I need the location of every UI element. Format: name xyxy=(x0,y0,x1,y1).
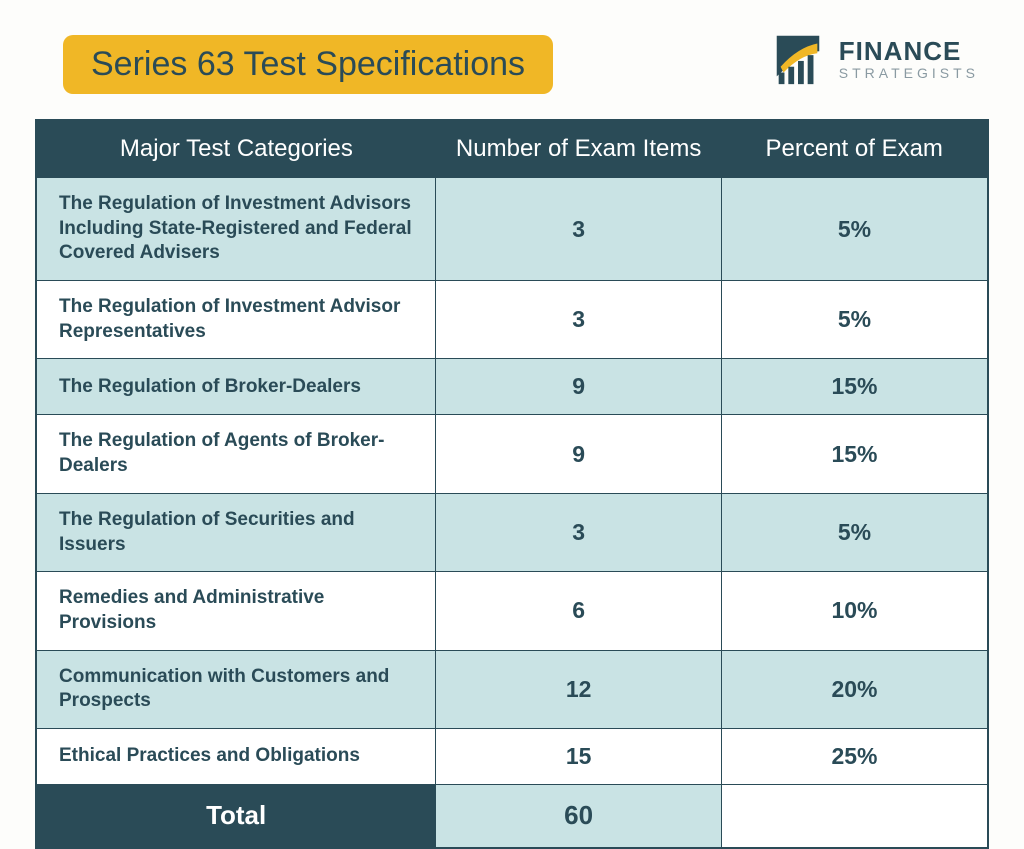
table-row: The Regulation of Agents of Broker-Deale… xyxy=(36,415,988,493)
total-label: Total xyxy=(36,784,436,847)
table-total-row: Total 60 xyxy=(36,784,988,847)
cell-category: Communication with Customers and Prospec… xyxy=(36,650,436,728)
cell-percent: 15% xyxy=(721,415,988,493)
cell-percent: 5% xyxy=(721,178,988,281)
cell-items: 9 xyxy=(436,415,722,493)
cell-items: 15 xyxy=(436,728,722,784)
cell-category: The Regulation of Investment Advisors In… xyxy=(36,178,436,281)
logo-icon xyxy=(769,30,827,88)
total-items: 60 xyxy=(436,784,722,847)
logo-line2: STRATEGISTS xyxy=(839,66,979,80)
cell-percent: 5% xyxy=(721,493,988,571)
cell-category: The Regulation of Securities and Issuers xyxy=(36,493,436,571)
col-category: Major Test Categories xyxy=(36,120,436,178)
cell-items: 3 xyxy=(436,493,722,571)
header: Series 63 Test Specifications FINANCE ST… xyxy=(35,30,989,94)
cell-percent: 20% xyxy=(721,650,988,728)
cell-percent: 5% xyxy=(721,281,988,359)
col-percent: Percent of Exam xyxy=(721,120,988,178)
table-row: The Regulation of Securities and Issuers… xyxy=(36,493,988,571)
cell-category: Remedies and Administrative Provisions xyxy=(36,572,436,650)
page-title: Series 63 Test Specifications xyxy=(63,35,553,94)
table-row: The Regulation of Broker-Dealers 9 15% xyxy=(36,359,988,415)
spec-table: Major Test Categories Number of Exam Ite… xyxy=(35,119,989,849)
table-row: Ethical Practices and Obligations 15 25% xyxy=(36,728,988,784)
cell-category: The Regulation of Broker-Dealers xyxy=(36,359,436,415)
cell-percent: 15% xyxy=(721,359,988,415)
cell-items: 3 xyxy=(436,281,722,359)
col-items: Number of Exam Items xyxy=(436,120,722,178)
cell-items: 9 xyxy=(436,359,722,415)
cell-category: The Regulation of Investment Advisor Rep… xyxy=(36,281,436,359)
logo-text: FINANCE STRATEGISTS xyxy=(839,38,979,80)
cell-items: 12 xyxy=(436,650,722,728)
table-row: Remedies and Administrative Provisions 6… xyxy=(36,572,988,650)
cell-category: Ethical Practices and Obligations xyxy=(36,728,436,784)
logo: FINANCE STRATEGISTS xyxy=(769,30,979,88)
table-row: The Regulation of Investment Advisors In… xyxy=(36,178,988,281)
cell-percent: 10% xyxy=(721,572,988,650)
cell-percent: 25% xyxy=(721,728,988,784)
table-row: The Regulation of Investment Advisor Rep… xyxy=(36,281,988,359)
logo-line1: FINANCE xyxy=(839,38,979,64)
total-percent xyxy=(721,784,988,847)
cell-items: 3 xyxy=(436,178,722,281)
cell-items: 6 xyxy=(436,572,722,650)
table-header-row: Major Test Categories Number of Exam Ite… xyxy=(36,120,988,178)
cell-category: The Regulation of Agents of Broker-Deale… xyxy=(36,415,436,493)
table-row: Communication with Customers and Prospec… xyxy=(36,650,988,728)
